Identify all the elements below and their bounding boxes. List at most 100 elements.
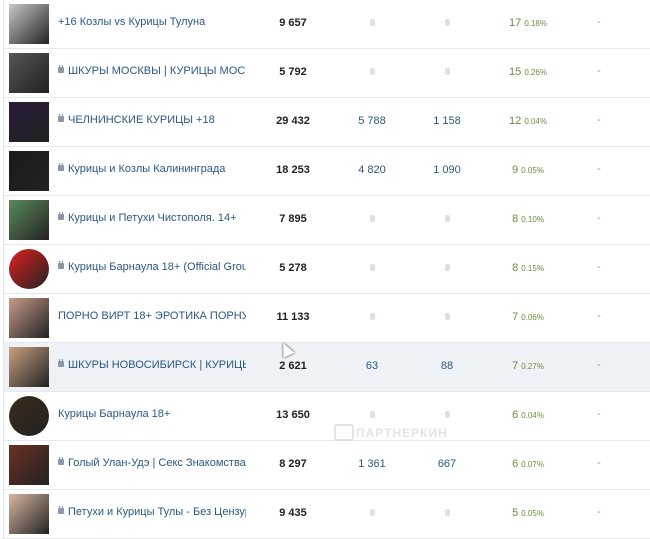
community-name-link[interactable]: ШКУРЫ НОВОСИБИРСК | КУРИЦЫ НОВОСИБИРСК <box>58 359 246 371</box>
table-row[interactable]: ЧЕЛНИНСКИЕ КУРИЦЫ +18 29 432 5 788 1 158… <box>4 98 650 147</box>
growth-value: 7 0.27% <box>486 360 570 372</box>
visitors-value: 88 <box>412 360 482 372</box>
reach-value <box>336 409 408 421</box>
community-avatar[interactable] <box>9 53 49 93</box>
extra-value: - <box>597 114 601 126</box>
reach-value <box>336 311 408 323</box>
community-avatar[interactable] <box>9 4 49 44</box>
closed-group-lock-icon <box>58 163 64 171</box>
community-name-link[interactable]: ШКУРЫ МОСКВЫ | КУРИЦЫ МОСКВЫ <box>58 65 246 77</box>
visitors-value: 667 <box>412 458 482 470</box>
table-row[interactable]: Голый Улан-Удэ | Секс Знакомства | Улан-… <box>4 441 650 490</box>
community-avatar[interactable] <box>9 102 49 142</box>
growth-percent: 0.04% <box>524 117 547 126</box>
lock-icon <box>369 19 375 26</box>
closed-group-lock-icon <box>58 506 64 514</box>
community-avatar[interactable] <box>9 200 49 240</box>
growth-value: 5 0.05% <box>486 507 570 519</box>
reach-text: 1 361 <box>358 458 386 470</box>
community-name-link[interactable]: Курицы и Петухи Чистополя. 14+ <box>58 212 246 224</box>
community-avatar[interactable] <box>9 347 49 387</box>
extra-value: - <box>597 506 601 518</box>
extra-value: - <box>597 16 601 28</box>
community-name-link[interactable]: ЧЕЛНИНСКИЕ КУРИЦЫ +18 <box>58 114 246 126</box>
visitors-value: 1 090 <box>412 164 482 176</box>
community-name-link[interactable]: Курицы и Козлы Калининграда <box>58 163 246 175</box>
reach-text: 4 820 <box>358 164 386 176</box>
growth-percent: 0.05% <box>521 166 544 175</box>
lock-icon <box>444 19 450 26</box>
growth-count: 7 <box>512 311 519 323</box>
closed-group-lock-icon <box>58 457 64 465</box>
table-row[interactable]: Курицы Барнаула 18+ 13 650 6 0.04% - <box>4 392 650 441</box>
lock-icon <box>444 313 450 320</box>
table-row[interactable]: +16 Козлы vs Курицы Тулуна 9 657 17 0.18… <box>4 0 650 49</box>
reach-value <box>336 507 408 519</box>
lock-icon <box>444 215 450 222</box>
community-avatar[interactable] <box>9 298 49 338</box>
community-name-link[interactable]: +16 Козлы vs Курицы Тулуна <box>58 16 246 28</box>
growth-value: 6 0.07% <box>486 458 570 470</box>
community-name-link[interactable]: Курицы Барнаула 18+ (Official Group) <box>58 261 246 273</box>
community-name: Петухи и Курицы Тулы - Без Цензуры <box>68 506 246 518</box>
lock-icon <box>369 509 375 516</box>
table-row[interactable]: ПОРНО ВИРТ 18+ ЭРОТИКА ПОРНУШКА 11 133 7… <box>4 294 650 343</box>
table-row[interactable]: Курицы и Козлы Калининграда 18 253 4 820… <box>4 147 650 196</box>
table-row[interactable]: Петухи и Курицы Тулы - Без Цензуры 9 435… <box>4 490 650 539</box>
subscribers-count: 13 650 <box>276 409 310 421</box>
table-row[interactable]: Курицы Барнаула 18+ (Official Group) 5 2… <box>4 245 650 294</box>
lock-icon <box>369 264 375 271</box>
growth-value: 9 0.05% <box>486 164 570 176</box>
reach-value <box>336 17 408 29</box>
closed-group-lock-icon <box>58 261 64 269</box>
reach-text: 63 <box>365 360 379 372</box>
community-avatar[interactable] <box>9 249 49 289</box>
community-name-link[interactable]: Петухи и Курицы Тулы - Без Цензуры <box>58 506 246 518</box>
extra-value: - <box>597 163 601 175</box>
community-name: +16 Козлы vs Курицы Тулуна <box>58 16 206 28</box>
subscribers-count: 8 297 <box>279 458 307 470</box>
subscribers-count: 11 133 <box>276 311 310 323</box>
community-name: ШКУРЫ НОВОСИБИРСК | КУРИЦЫ НОВОСИБИРСК <box>68 359 246 371</box>
community-name: ПОРНО ВИРТ 18+ ЭРОТИКА ПОРНУШКА <box>58 310 246 322</box>
growth-percent: 0.06% <box>521 313 544 322</box>
table-row[interactable]: ШКУРЫ НОВОСИБИРСК | КУРИЦЫ НОВОСИБИРСК 2… <box>4 343 650 392</box>
table-row[interactable]: ШКУРЫ МОСКВЫ | КУРИЦЫ МОСКВЫ 5 792 15 0.… <box>4 49 650 98</box>
communities-table: +16 Козлы vs Курицы Тулуна 9 657 17 0.18… <box>3 0 650 539</box>
growth-count: 9 <box>512 164 519 176</box>
lock-icon <box>369 215 375 222</box>
lock-icon <box>444 264 450 271</box>
extra-value: - <box>597 65 601 77</box>
lock-icon <box>369 313 375 320</box>
growth-value: 7 0.06% <box>486 311 570 323</box>
extra-value: - <box>597 310 601 322</box>
closed-group-lock-icon <box>58 114 64 122</box>
community-name-link[interactable]: Курицы Барнаула 18+ <box>58 408 246 420</box>
community-avatar[interactable] <box>9 396 49 436</box>
growth-count: 6 <box>512 458 519 470</box>
visitors-text: 88 <box>440 360 454 372</box>
growth-percent: 0.10% <box>521 215 544 224</box>
community-name: ШКУРЫ МОСКВЫ | КУРИЦЫ МОСКВЫ <box>68 65 246 77</box>
reach-value <box>336 262 408 274</box>
lock-icon <box>444 411 450 418</box>
growth-value: 15 0.26% <box>486 66 570 78</box>
growth-value: 8 0.15% <box>486 262 570 274</box>
table-row[interactable]: Курицы и Петухи Чистополя. 14+ 7 895 8 0… <box>4 196 650 245</box>
community-name-link[interactable]: Голый Улан-Удэ | Секс Знакомства | Улан-… <box>58 457 246 469</box>
community-name-link[interactable]: ПОРНО ВИРТ 18+ ЭРОТИКА ПОРНУШКА <box>58 310 246 322</box>
community-avatar[interactable] <box>9 151 49 191</box>
growth-count: 8 <box>512 262 519 274</box>
community-name: ЧЕЛНИНСКИЕ КУРИЦЫ +18 <box>68 114 215 126</box>
growth-value: 6 0.04% <box>486 409 570 421</box>
community-avatar[interactable] <box>9 445 49 485</box>
growth-percent: 0.05% <box>521 509 544 518</box>
closed-group-lock-icon <box>58 212 64 220</box>
growth-count: 12 <box>509 115 522 127</box>
visitors-text: 667 <box>437 458 457 470</box>
growth-value: 8 0.10% <box>486 213 570 225</box>
subscribers-count: 18 253 <box>276 164 310 176</box>
lock-icon <box>369 411 375 418</box>
reach-value: 1 361 <box>336 458 408 470</box>
community-avatar[interactable] <box>9 494 49 534</box>
